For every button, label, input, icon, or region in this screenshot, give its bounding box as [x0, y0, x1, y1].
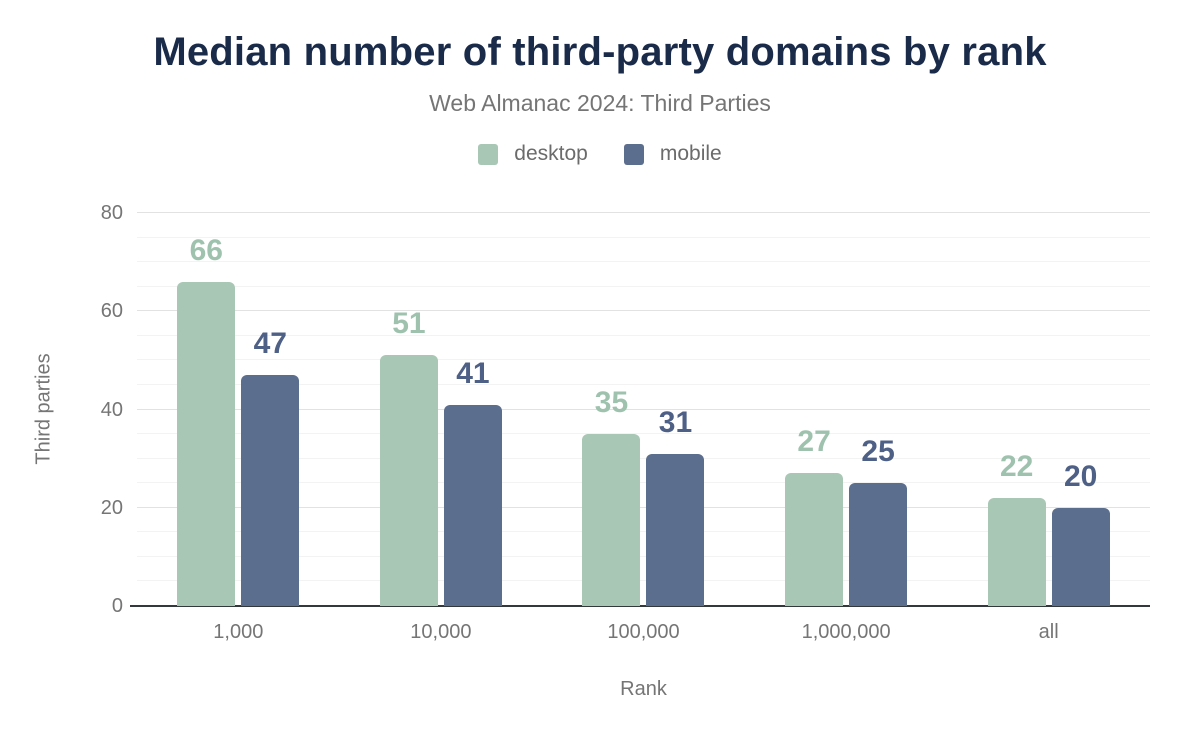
bar-value-label-mobile-all: 20 — [1063, 459, 1098, 493]
x-axis-title: Rank — [620, 678, 667, 700]
y-tick-label-0: 0 — [111, 595, 123, 617]
bar-mobile-1000000[interactable]: 25 — [849, 437, 908, 606]
gridline-65 — [137, 285, 1150, 287]
gridline-50 — [137, 359, 1150, 361]
chart-title: Median number of third-party domains by … — [153, 30, 1047, 74]
bar-desktop-10000[interactable]: 51 — [379, 309, 438, 606]
legend-label: desktop — [514, 142, 588, 165]
bar-value-label-mobile-100000: 31 — [658, 405, 693, 439]
x-tick-label-1000: 1,000 — [213, 621, 264, 643]
gridline-55 — [137, 334, 1150, 336]
y-tick-label-20: 20 — [100, 496, 123, 519]
gridline-30 — [137, 457, 1150, 459]
bar-group-1000: 66 47 1,000 — [137, 213, 340, 643]
legend-item-mobile[interactable]: mobile — [623, 142, 722, 166]
bar-desktop-1000000[interactable]: 27 — [785, 427, 844, 606]
x-axis-line — [130, 605, 1150, 607]
bar-group-10000: 51 41 10,000 — [340, 213, 543, 643]
bar-mobile-10000[interactable]: 41 — [443, 358, 502, 606]
gridline-70 — [137, 261, 1150, 263]
legend-label: mobile — [659, 142, 722, 165]
bar-value-label-desktop-1000: 66 — [189, 233, 223, 267]
legend-swatch-desktop — [478, 143, 499, 165]
chart-subtitle: Web Almanac 2024: Third Parties — [429, 90, 771, 116]
bar-desktop-100000[interactable]: 35 — [582, 388, 641, 606]
x-tick-label-10000: 10,000 — [410, 621, 472, 643]
bar-value-label-mobile-1000000: 25 — [861, 435, 895, 469]
gridline-60 — [137, 310, 1150, 312]
bar-groups: 66 47 1,000 51 41 10,000 35 31 100,000 27 25 1,000,… — [137, 213, 1150, 643]
bar-value-label-desktop-all: 22 — [999, 449, 1034, 483]
bar-desktop-all[interactable]: 22 — [987, 451, 1046, 606]
bar-group-1000000: 27 25 1,000,000 — [745, 213, 948, 643]
x-tick-label-all: all — [1038, 621, 1059, 643]
gridline-15 — [137, 531, 1150, 533]
bar-value-label-desktop-100000: 35 — [594, 386, 629, 420]
bar-value-label-desktop-10000: 51 — [392, 307, 426, 341]
gridline-40 — [137, 408, 1150, 410]
gridline-10 — [137, 555, 1150, 557]
bar-mobile-all[interactable]: 20 — [1051, 461, 1110, 606]
bar-value-label-mobile-10000: 41 — [456, 356, 490, 390]
bar-mobile-100000[interactable]: 31 — [646, 407, 705, 606]
plot-area: 0 20 40 60 80 66 47 1,000 51 41 10,000 35 31 100,000 2… — [101, 203, 1150, 643]
bar-value-label-mobile-1000: 47 — [253, 327, 287, 361]
legend-swatch-mobile — [623, 143, 644, 165]
gridline-35 — [137, 433, 1150, 435]
y-tick-label-40: 40 — [100, 398, 123, 421]
bar-group-100000: 35 31 100,000 — [542, 213, 745, 643]
y-tick-label-60: 60 — [100, 300, 123, 323]
bar-mobile-1000[interactable]: 47 — [241, 329, 300, 606]
gridline-25 — [137, 482, 1150, 484]
x-tick-label-1000000: 1,000,000 — [801, 621, 891, 643]
bar-value-label-desktop-1000000: 27 — [797, 425, 831, 459]
gridline-5 — [137, 580, 1150, 582]
y-axis-title: Third parties — [32, 353, 55, 465]
x-tick-label-100000: 100,000 — [607, 621, 680, 643]
gridline-45 — [137, 383, 1150, 385]
gridline-80 — [137, 212, 1150, 213]
legend-item-desktop[interactable]: desktop — [478, 142, 588, 166]
gridline-20 — [137, 506, 1150, 508]
legend: desktop mobile — [0, 142, 1200, 166]
bar-group-all: 22 20 all — [947, 213, 1150, 643]
gridline-75 — [137, 236, 1150, 238]
y-tick-label-80: 80 — [100, 202, 123, 224]
bar-desktop-1000[interactable]: 66 — [177, 235, 236, 606]
